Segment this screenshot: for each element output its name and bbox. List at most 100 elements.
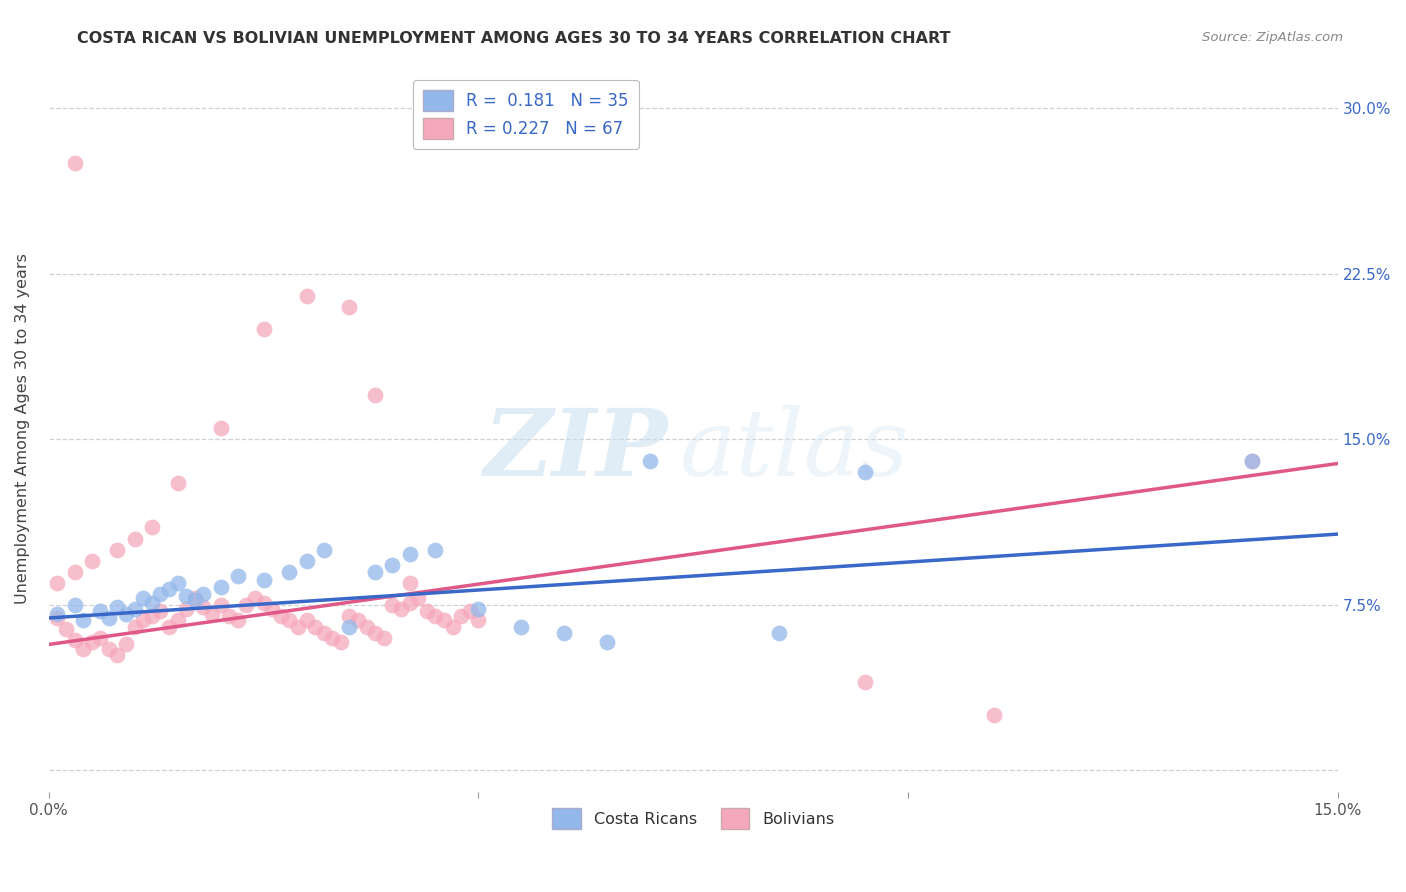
Point [321,631,343,645]
Point [381,598,404,612]
Point [218,608,240,623]
Point [149,604,172,618]
Point [339,620,361,634]
Point [433,613,456,627]
Point [141,520,163,534]
Point [72,613,94,627]
Point [89,604,111,618]
Point [226,613,249,627]
Point [364,626,387,640]
Point [55,622,77,636]
Point [63,598,86,612]
Point [768,626,790,640]
Point [441,620,464,634]
Point [63,633,86,648]
Point [184,593,207,607]
Point [174,602,197,616]
Point [46,607,69,621]
Point [347,613,370,627]
Point [853,466,876,480]
Point [553,626,575,640]
Point [132,591,155,606]
Point [132,613,155,627]
Point [226,569,249,583]
Point [398,595,420,609]
Point [262,602,284,616]
Point [97,611,120,625]
Point [209,580,232,594]
Point [193,599,215,614]
Text: COSTA RICAN VS BOLIVIAN UNEMPLOYMENT AMONG AGES 30 TO 34 YEARS CORRELATION CHART: COSTA RICAN VS BOLIVIAN UNEMPLOYMENT AMO… [77,31,950,46]
Text: ZIP: ZIP [484,405,668,495]
Point [243,591,266,606]
Point [209,598,232,612]
Point [166,613,188,627]
Point [166,476,188,491]
Point [174,589,197,603]
Point [853,675,876,690]
Point [596,635,619,649]
Point [304,620,326,634]
Text: Source: ZipAtlas.com: Source: ZipAtlas.com [1202,31,1343,45]
Point [157,582,180,597]
Point [425,542,447,557]
Point [638,454,661,468]
Point [209,421,232,435]
Point [339,608,361,623]
Point [339,300,361,314]
Point [124,620,146,634]
Legend: Costa Ricans, Bolivians: Costa Ricans, Bolivians [546,802,841,835]
Point [80,635,103,649]
Point [97,641,120,656]
Point [425,608,447,623]
Point [46,575,69,590]
Point [89,631,111,645]
Point [467,602,489,616]
Point [398,547,420,561]
Point [1240,454,1263,468]
Point [157,620,180,634]
Point [72,641,94,656]
Point [63,565,86,579]
Point [107,599,129,614]
Point [184,591,207,606]
Point [278,565,301,579]
Point [252,574,274,588]
Point [458,604,481,618]
Point [80,553,103,567]
Point [467,613,489,627]
Point [235,598,257,612]
Point [329,635,352,649]
Point [312,542,335,557]
Point [193,587,215,601]
Point [373,631,395,645]
Point [115,637,138,651]
Point [270,608,292,623]
Point [295,613,318,627]
Point [450,608,472,623]
Point [295,553,318,567]
Point [124,602,146,616]
Point [364,565,387,579]
Point [141,608,163,623]
Point [1240,454,1263,468]
Point [115,607,138,621]
Point [510,620,533,634]
Point [398,575,420,590]
Point [141,595,163,609]
Point [201,607,224,621]
Point [406,591,429,606]
Text: atlas: atlas [681,405,910,495]
Point [416,604,439,618]
Point [983,708,1005,723]
Point [389,602,412,616]
Point [107,542,129,557]
Point [124,532,146,546]
Point [287,620,309,634]
Point [356,620,378,634]
Point [381,558,404,572]
Point [46,611,69,625]
Point [63,156,86,170]
Point [252,595,274,609]
Point [278,613,301,627]
